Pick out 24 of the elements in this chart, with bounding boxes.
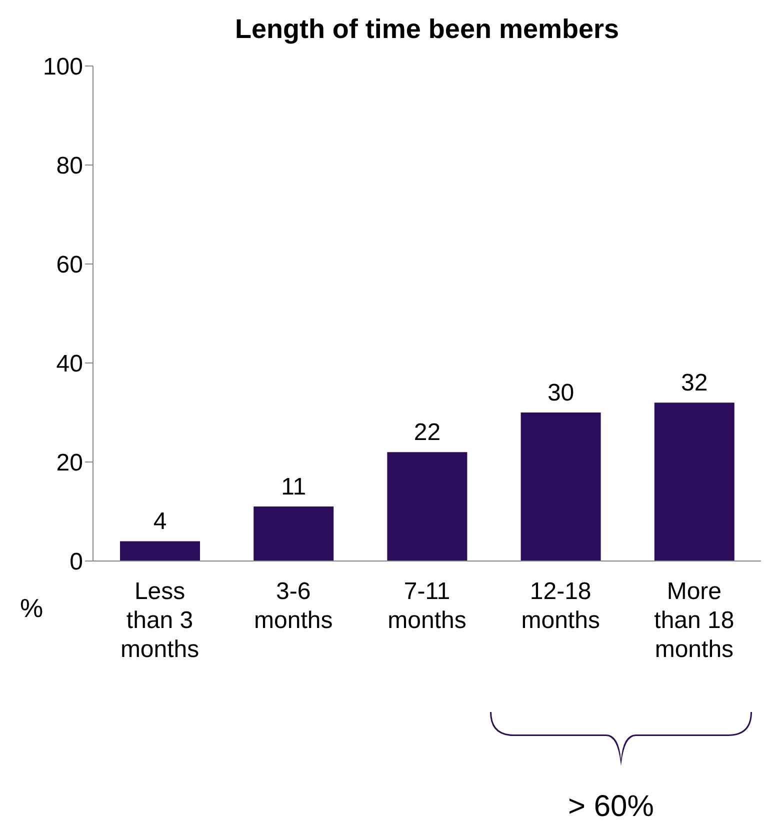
text: > 60% (568, 790, 654, 824)
data-label: 30 (547, 380, 574, 406)
x-tick-label: 12-18 months (521, 578, 600, 634)
bar (387, 452, 468, 561)
data-label: 4 (153, 508, 167, 536)
y-tick-label: 100 (42, 54, 83, 81)
y-tick-label: 0 (70, 548, 83, 576)
bar (254, 506, 334, 561)
x-tick-label: Less than 3 months (120, 578, 200, 663)
y-tick-label: 40 (56, 350, 83, 378)
chart-title: Length of time been members (234, 14, 620, 45)
bar (120, 541, 200, 561)
data-label: 11 (281, 474, 306, 501)
data-label: 32 (681, 370, 708, 397)
bar (654, 402, 734, 561)
y-tick-label: 20 (56, 450, 83, 477)
y-tick-label: 60 (56, 252, 83, 279)
x-tick-label: More than 18 months (654, 578, 734, 663)
x-tick-label: 7-11 months (388, 578, 466, 634)
data-label: 22 (414, 419, 441, 446)
y-axis-title: % (20, 593, 44, 624)
bar (520, 412, 601, 561)
y-tick-label: 80 (56, 152, 83, 180)
x-tick-label: 3-6 months (254, 578, 333, 634)
